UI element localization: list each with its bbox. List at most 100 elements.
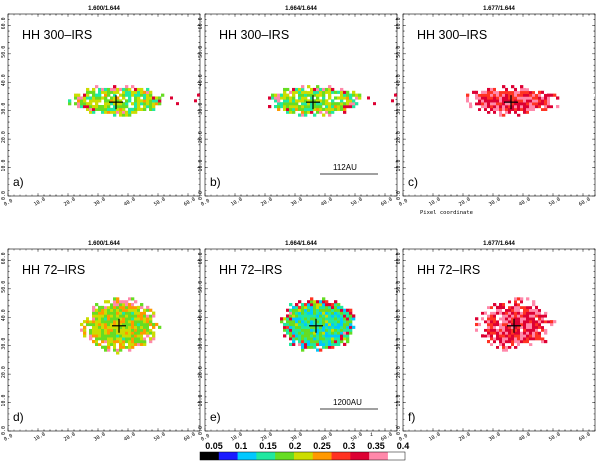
colorbar-segment (316, 452, 319, 460)
heatmap-cell (517, 105, 521, 109)
heatmap-cell (325, 317, 329, 321)
colorbar-segment (324, 452, 327, 460)
heatmap-cell (92, 340, 96, 344)
heatmap-cell (334, 325, 338, 329)
heatmap-cell (95, 340, 99, 344)
heatmap-cell (122, 90, 126, 94)
heatmap-cell (484, 93, 488, 97)
heatmap-cell (116, 345, 120, 349)
heatmap-cell (301, 85, 305, 89)
heatmap-cell (328, 342, 332, 346)
heatmap-cell (481, 308, 485, 312)
y-tick-label: 60.0 (1, 17, 7, 29)
heatmap-cell (526, 328, 530, 332)
heatmap-cell (532, 325, 536, 329)
heatmap-cell (532, 334, 536, 338)
heatmap-cell (325, 342, 329, 346)
heatmap-cell (304, 105, 308, 109)
heatmap-cell (128, 320, 132, 324)
heatmap-cell (152, 96, 156, 100)
heatmap-cell (316, 305, 320, 310)
heatmap-cell (484, 331, 488, 335)
panel-letter: d) (13, 410, 24, 424)
heatmap-cell (514, 297, 518, 301)
heatmap-cell (313, 99, 317, 103)
heatmap-cell (134, 93, 138, 97)
heatmap-cell (104, 305, 108, 310)
heatmap-cell (523, 110, 527, 114)
heatmap-cell (122, 96, 126, 100)
colorbar-segment (372, 452, 375, 460)
colorbar-segment (295, 452, 298, 460)
heatmap-cell (340, 90, 344, 94)
heatmap-cell (155, 102, 159, 106)
colorbar-segment (237, 452, 240, 460)
colorbar-segment (223, 452, 227, 460)
heatmap-cell (316, 85, 320, 89)
colorbar-segment (242, 452, 245, 460)
heatmap-cell (137, 331, 141, 335)
y-tick-label: 10.0 (396, 160, 402, 172)
heatmap-cell (292, 334, 296, 338)
heatmap-cell (319, 325, 323, 329)
heatmap-cell (119, 308, 123, 312)
heatmap-cell (149, 314, 153, 318)
heatmap-cell (331, 303, 335, 307)
colorbar-segment (215, 452, 218, 460)
heatmap-cell (101, 105, 105, 109)
heatmap-cell (119, 328, 123, 332)
heatmap-cell (478, 96, 482, 100)
heatmap-cell (143, 342, 147, 346)
heatmap-cell (122, 110, 126, 114)
heatmap-cell (472, 99, 476, 103)
x-tick-label: 60.0 (380, 432, 393, 443)
heatmap-cell (304, 320, 308, 324)
heatmap-cell (95, 303, 99, 307)
colorbar-segment (241, 452, 244, 460)
heatmap-cell (499, 320, 503, 324)
heatmap-cell (107, 322, 111, 327)
heatmap-cell (134, 308, 138, 312)
y-tick-label: 30.0 (396, 338, 402, 350)
heatmap-cell (95, 342, 99, 346)
heatmap-cell (152, 102, 156, 106)
heatmap-cell (544, 99, 548, 103)
heatmap-cell (292, 102, 296, 106)
heatmap-cell (286, 328, 290, 332)
heatmap-cell (346, 314, 350, 318)
heatmap-cell (295, 105, 299, 109)
heatmap-cell (346, 308, 350, 312)
heatmap-cell (89, 96, 93, 100)
heatmap-cell (328, 85, 332, 89)
heatmap-cell (502, 348, 506, 352)
heatmap-cell (274, 93, 278, 97)
heatmap-cell (89, 334, 93, 338)
heatmap-cell (322, 314, 326, 318)
heatmap-cell (337, 328, 341, 332)
heatmap-cell (107, 105, 111, 109)
heatmap-cell (101, 314, 105, 318)
heatmap-cell (86, 107, 90, 111)
heatmap-cell (472, 102, 476, 106)
heatmap-cell (128, 348, 132, 352)
heatmap-cell (514, 322, 518, 327)
heatmap-cell (334, 317, 338, 321)
heatmap-cell (301, 102, 305, 106)
heatmap-cell (496, 334, 500, 338)
heatmap-cell (322, 322, 326, 327)
heatmap-cell (517, 311, 521, 315)
heatmap-cell (523, 314, 527, 318)
heatmap-cell (517, 93, 521, 97)
colorbar-segment (225, 452, 228, 460)
heatmap-cell (544, 96, 548, 100)
heatmap-cell (526, 317, 530, 321)
object-label: HH 72–IRS (417, 263, 480, 277)
heatmap-cell (337, 334, 341, 338)
heatmap-cell (544, 311, 548, 315)
heatmap-cell (301, 340, 305, 344)
heatmap-cell (493, 305, 497, 310)
heatmap-cell (511, 311, 515, 315)
heatmap-cell (502, 87, 506, 92)
heatmap-cell (346, 325, 350, 329)
heatmap-cell (310, 322, 314, 327)
